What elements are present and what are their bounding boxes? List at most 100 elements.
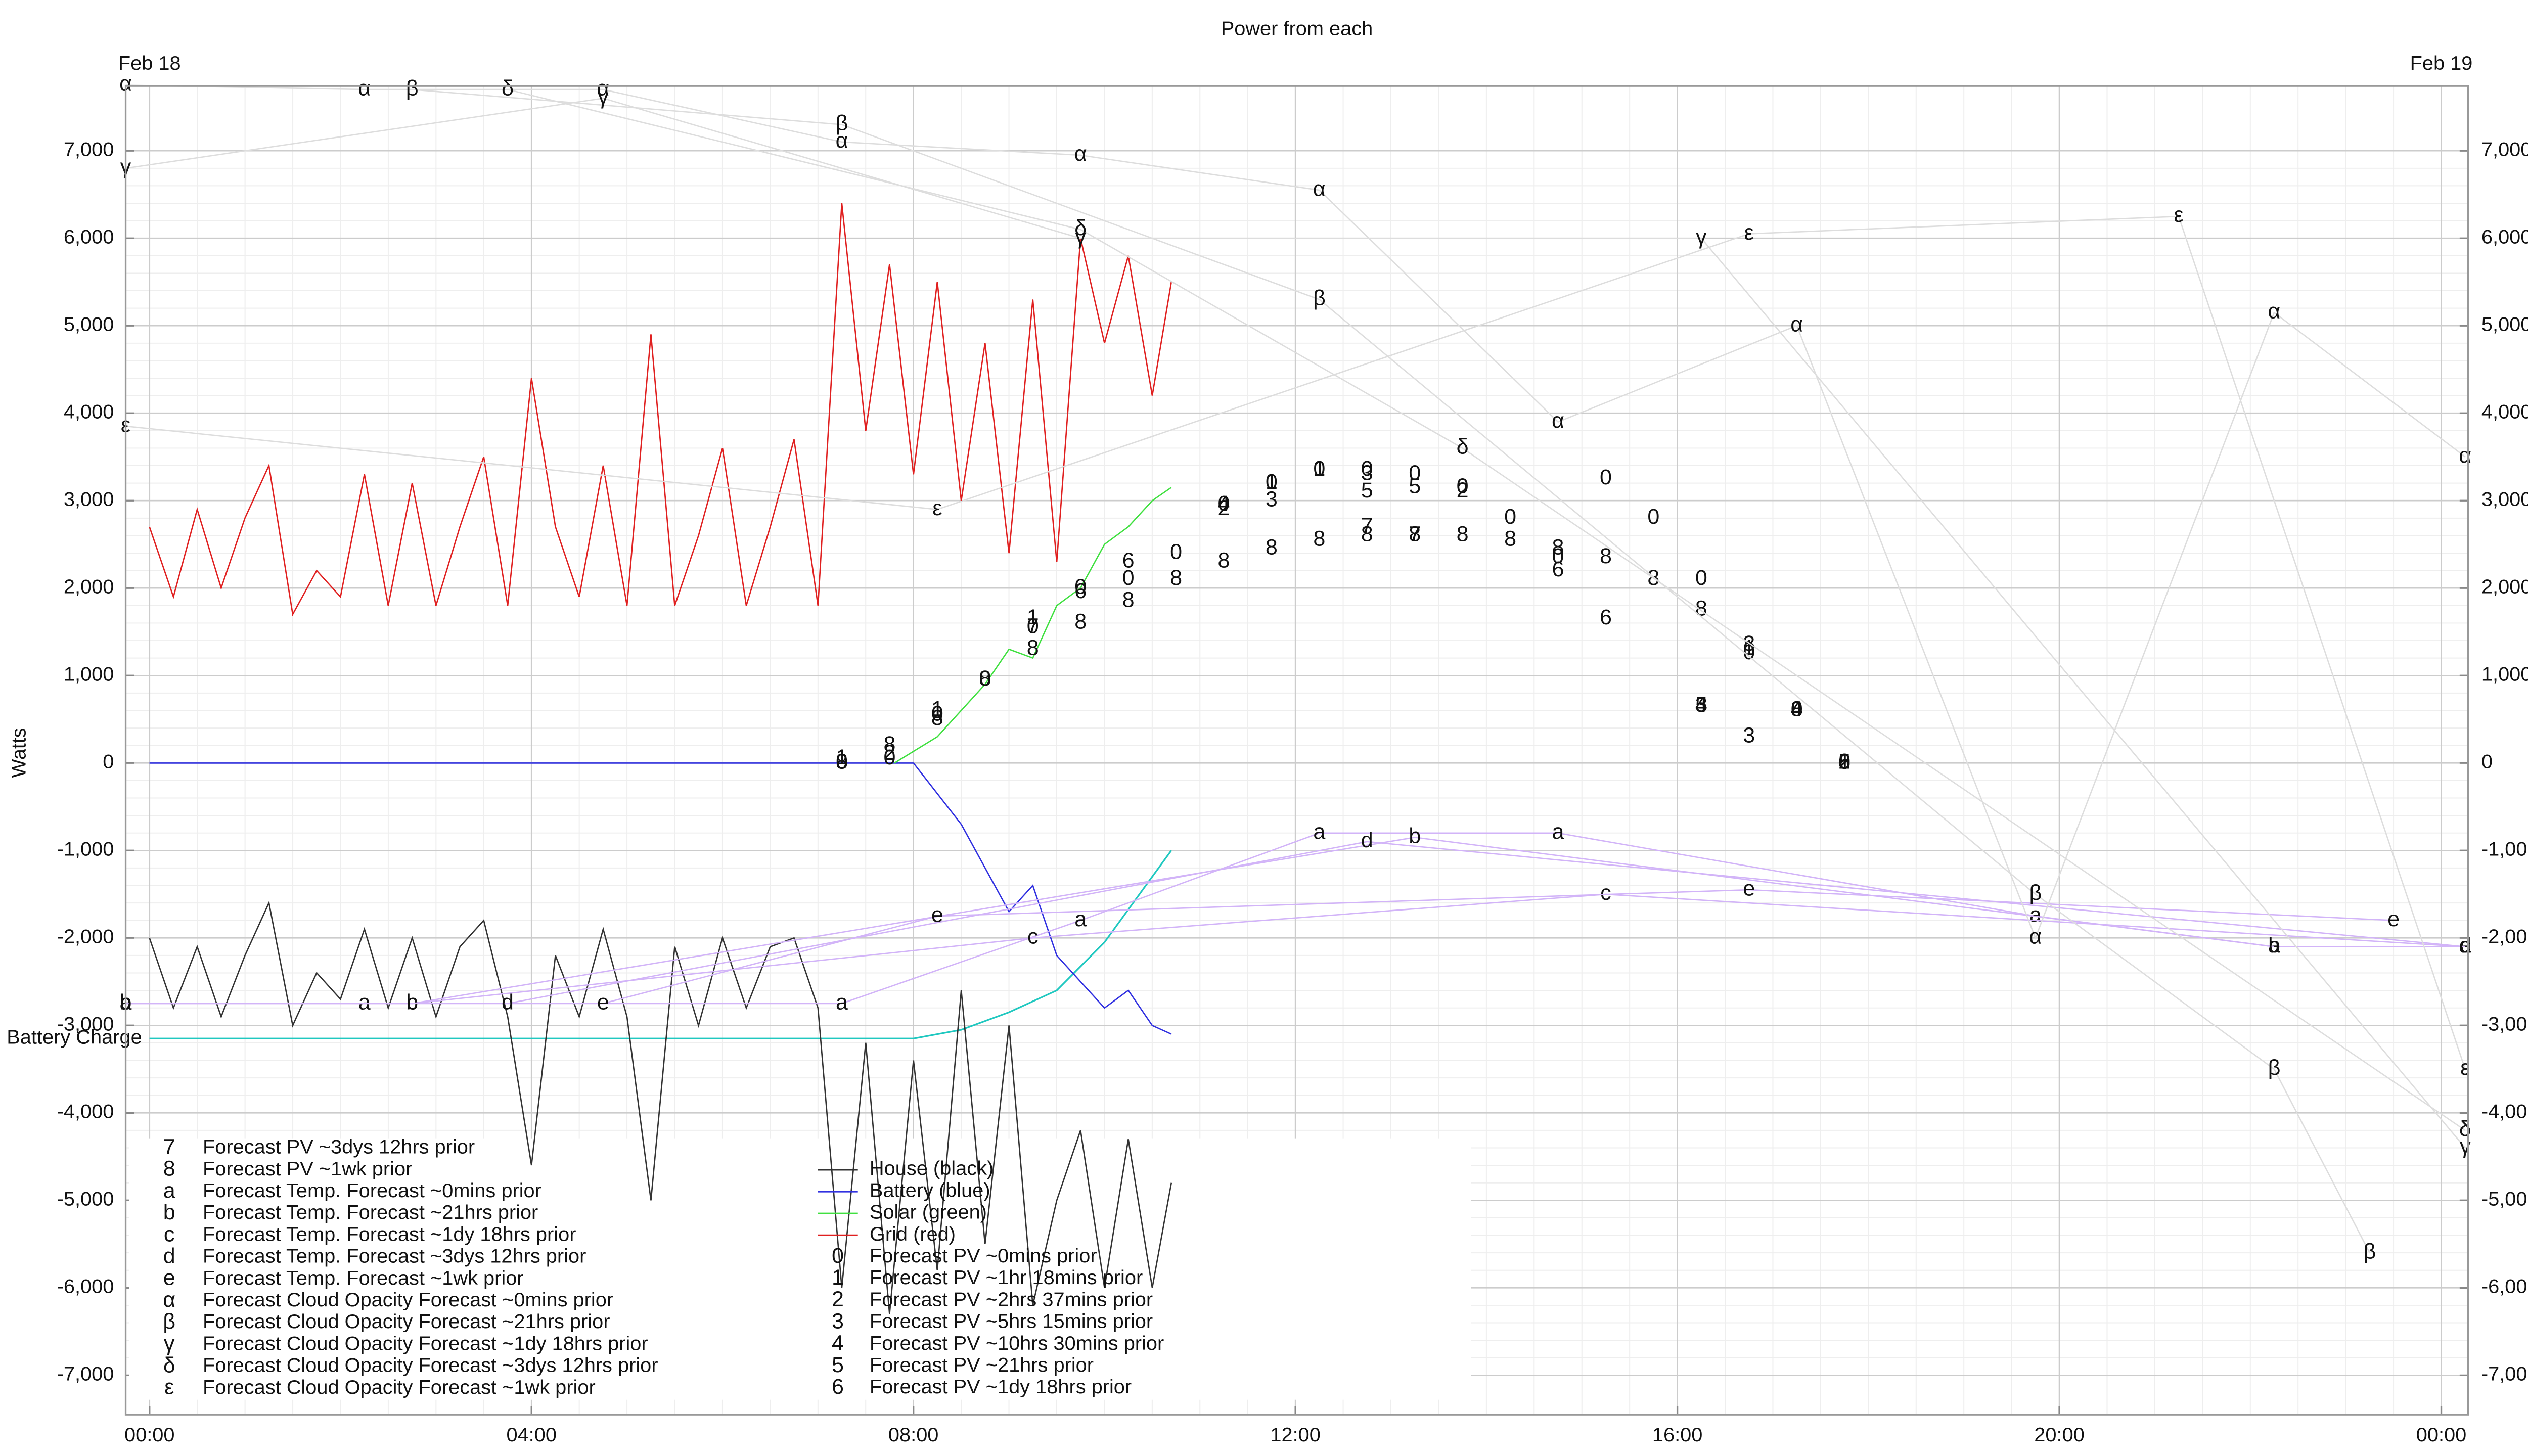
point-marker: 0 xyxy=(1361,457,1373,481)
point-marker: a xyxy=(1313,820,1325,844)
point-marker: d xyxy=(502,990,514,1015)
legend-marker: 4 xyxy=(832,1331,844,1355)
series-line xyxy=(412,88,2371,1253)
point-marker: 1 xyxy=(836,745,848,769)
point-marker: 3 xyxy=(1361,461,1373,485)
legend-marker: ε xyxy=(164,1375,174,1399)
point-marker: b xyxy=(406,990,418,1015)
point-marker: 4 xyxy=(1791,697,1803,721)
x-tick-label: 00:00 xyxy=(2416,1424,2467,1446)
point-marker: 0 xyxy=(1074,575,1087,599)
y2-tick-label: 7,000 xyxy=(2481,139,2528,161)
point-marker: δ xyxy=(1074,216,1087,240)
point-marker: α xyxy=(597,76,609,101)
point-marker: 0 xyxy=(1838,750,1850,774)
legend-background xyxy=(129,1138,1471,1400)
point-marker: γ xyxy=(1696,225,1707,249)
point-marker: 8 xyxy=(931,706,943,730)
series-line xyxy=(149,900,1172,1314)
legend-marker: c xyxy=(164,1222,175,1247)
point-marker: γ xyxy=(598,85,609,109)
point-marker: a xyxy=(836,990,848,1015)
point-marker: 1 xyxy=(1313,457,1325,481)
point-marker: 0 xyxy=(979,666,991,691)
y-tick-label: -2,000 xyxy=(57,926,114,948)
point-marker: 2 xyxy=(1457,478,1469,503)
series-line xyxy=(412,893,2465,1005)
legend-label: Forecast PV ~0mins prior xyxy=(870,1245,1097,1267)
y-tick-label: 1,000 xyxy=(64,663,114,686)
point-marker: 5 xyxy=(1695,693,1707,717)
point-marker: d xyxy=(1361,828,1373,852)
legend: House (black)Battery (blue)Solar (green)… xyxy=(163,1135,1164,1399)
point-marker: 8 xyxy=(1074,610,1087,634)
point-marker: 2 xyxy=(1218,496,1230,520)
point-marker: e xyxy=(2387,907,2400,931)
chart-title: Power from each xyxy=(1221,18,1373,40)
legend-label: Forecast PV ~2hrs 37mins prior xyxy=(870,1289,1153,1311)
legend-label: Grid (red) xyxy=(870,1223,956,1245)
point-marker: β xyxy=(406,76,419,101)
point-marker: β xyxy=(836,111,848,135)
point-marker: 0 xyxy=(931,702,943,726)
legend-label: Forecast Cloud Opacity Forecast ~0mins p… xyxy=(203,1289,613,1311)
legend-label: Forecast Temp. Forecast ~1dy 18hrs prior xyxy=(203,1223,576,1246)
point-marker: 8 xyxy=(1600,544,1612,568)
x-tick-label: 16:00 xyxy=(1652,1424,1703,1446)
point-marker: 3 xyxy=(1695,693,1707,717)
y2-tick-label: 3,000 xyxy=(2481,488,2528,511)
point-marker: δ xyxy=(502,76,514,101)
legend-label: Solar (green) xyxy=(870,1201,987,1223)
point-marker: 6 xyxy=(1074,579,1087,603)
y2-tick-label: -2,000 xyxy=(2481,926,2528,948)
point-marker: β xyxy=(2029,881,2042,905)
y-tick-label: 7,000 xyxy=(64,139,114,161)
series-line xyxy=(507,88,2466,1131)
legend-label: Forecast Temp. Forecast ~0mins prior xyxy=(203,1179,541,1202)
plot-frame xyxy=(124,85,2469,1416)
legend-marker: d xyxy=(163,1244,175,1268)
point-marker: 8 xyxy=(979,666,991,691)
series-line xyxy=(125,837,2275,1005)
point-marker: 7 xyxy=(1409,522,1421,547)
legend-marker: 1 xyxy=(832,1265,844,1290)
point-marker: 8 xyxy=(1266,535,1278,560)
point-marker: α xyxy=(2268,299,2281,324)
point-marker: 8 xyxy=(1504,527,1516,551)
y-axis-label: Watts xyxy=(8,728,30,778)
y-tick-label: 3,000 xyxy=(64,488,114,511)
point-marker: 0 xyxy=(1647,505,1659,529)
point-marker: a xyxy=(2268,933,2280,958)
y2-tick-label: -4,000 xyxy=(2481,1101,2528,1123)
point-marker: α xyxy=(358,76,371,101)
y2-tick-label: 5,000 xyxy=(2481,313,2528,336)
legend-marker: β xyxy=(163,1309,175,1334)
legend-marker: 5 xyxy=(832,1353,844,1377)
y-tick-label: -6,000 xyxy=(57,1276,114,1298)
y-tick-label: -3,000 xyxy=(57,1013,114,1035)
point-marker: 8 xyxy=(1122,588,1135,612)
point-marker: 0 xyxy=(1027,614,1039,639)
point-marker: 8 xyxy=(883,732,895,756)
y-tick-label: 2,000 xyxy=(64,576,114,598)
point-marker: a xyxy=(1074,907,1087,931)
legend-label: Forecast PV ~5hrs 15mins prior xyxy=(870,1310,1153,1333)
point-marker: β xyxy=(2268,1056,2281,1080)
point-marker: 6 xyxy=(1838,750,1850,774)
point-marker: 4 xyxy=(1695,693,1707,717)
legend-marker: a xyxy=(163,1178,175,1203)
legend-label: Forecast Temp. Forecast ~21hrs prior xyxy=(203,1201,538,1223)
series-line xyxy=(125,215,2466,1070)
y-tick-label: 0 xyxy=(103,751,114,773)
point-marker: b xyxy=(1409,824,1421,848)
point-marker: 0 xyxy=(1695,566,1707,590)
point-marker: b xyxy=(2268,933,2280,958)
legend-label: Forecast Temp. Forecast ~1wk prior xyxy=(203,1267,524,1289)
point-marker: e xyxy=(597,990,609,1015)
y-tick-label: 6,000 xyxy=(64,226,114,248)
point-marker: 8 xyxy=(1170,566,1182,590)
legend-label: Forecast Cloud Opacity Forecast ~1wk pri… xyxy=(203,1376,596,1398)
point-marker: a xyxy=(1552,820,1564,844)
point-marker: 0 xyxy=(1457,474,1469,498)
